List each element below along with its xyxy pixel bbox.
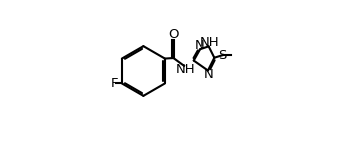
Text: O: O <box>168 28 179 41</box>
Text: NH: NH <box>176 63 195 76</box>
Text: N: N <box>195 39 204 52</box>
Text: S: S <box>218 49 227 62</box>
Text: N: N <box>204 68 214 81</box>
Text: F: F <box>110 77 118 90</box>
Text: NH: NH <box>199 36 219 49</box>
